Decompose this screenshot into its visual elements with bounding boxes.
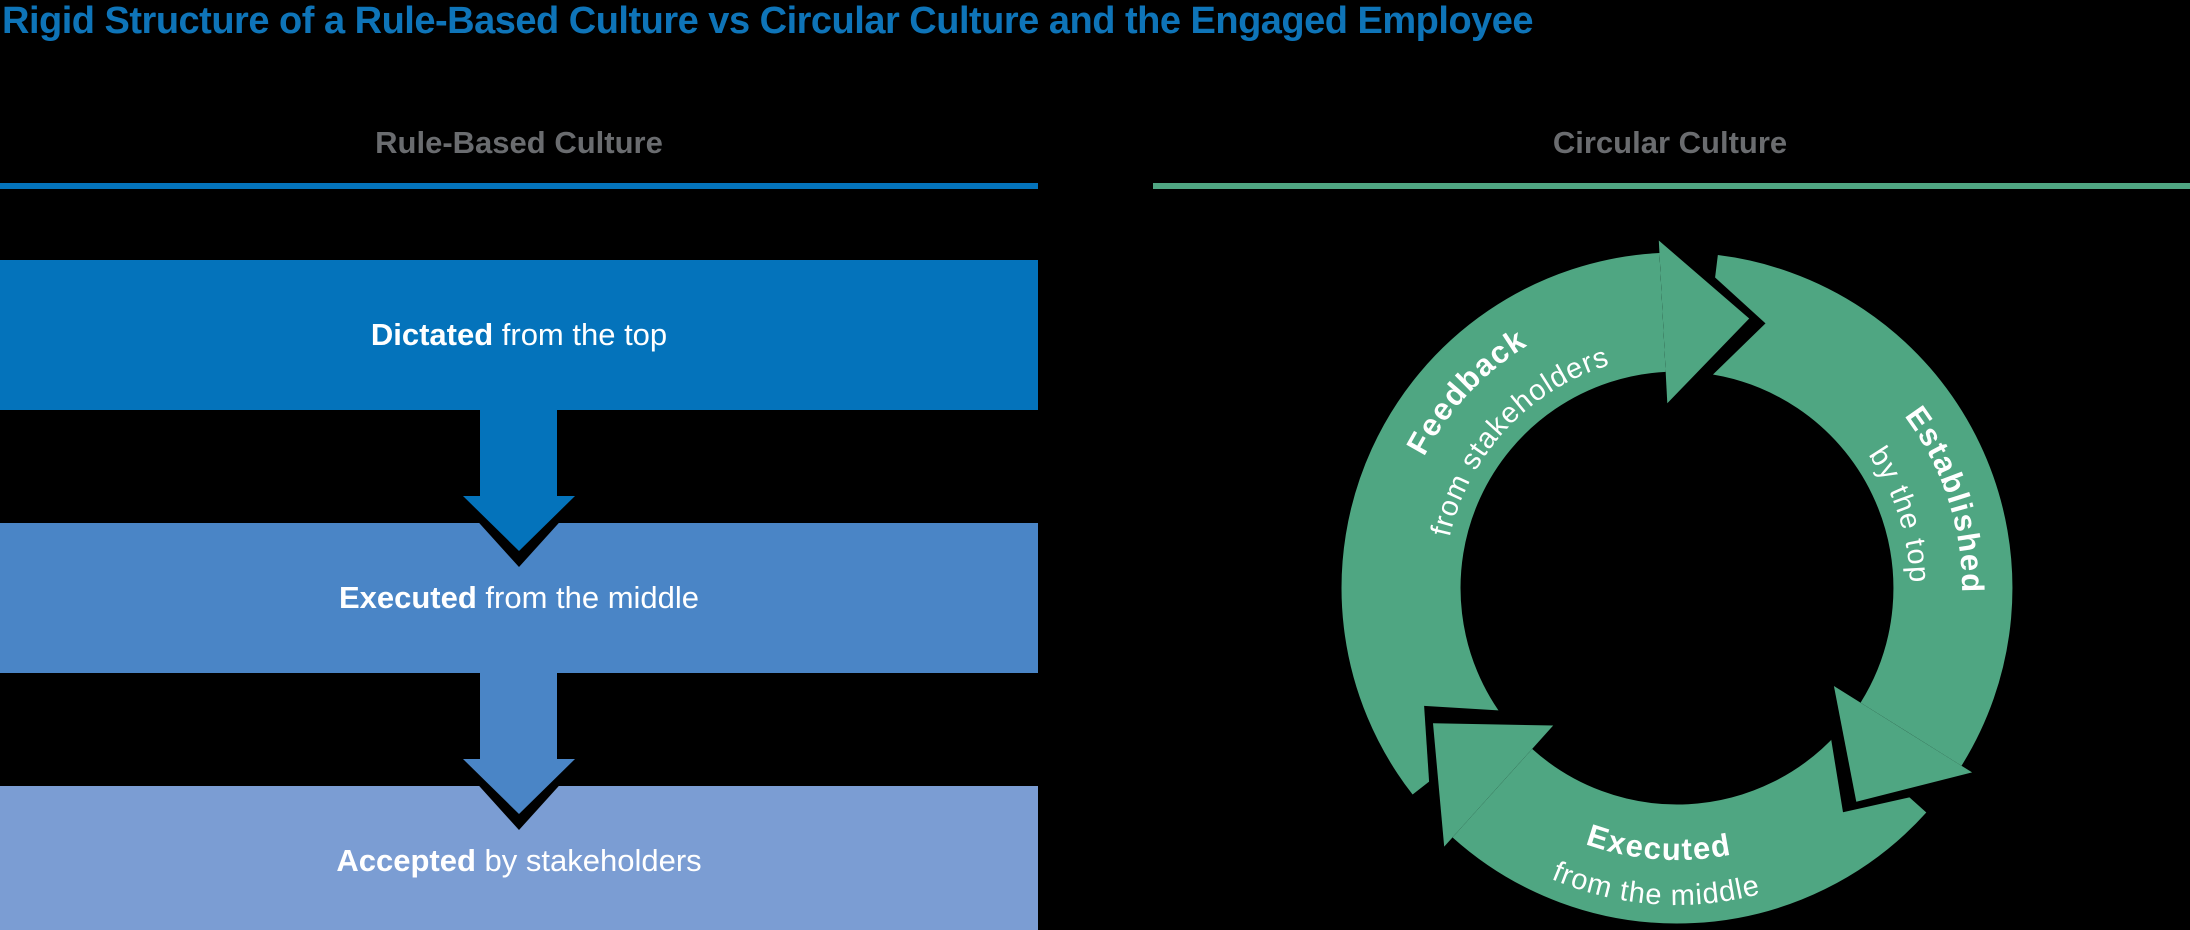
down-arrow-1 [453, 410, 585, 567]
cycle-arc-feedback [1341, 252, 1667, 795]
step-box-dictated: Dictated from the top [0, 260, 1038, 410]
step-accepted-keyword: Accepted [336, 843, 476, 878]
circular-culture-header: Circular Culture [1552, 125, 1788, 160]
step-dictated-keyword: Dictated [370, 317, 494, 352]
down-arrow-2 [453, 673, 585, 830]
step-executed-text: from the middle [476, 580, 700, 615]
step-accepted-text: by stakeholders [475, 843, 702, 878]
flow-arrows [453, 410, 585, 830]
cycle-arc-established [1702, 255, 2013, 766]
cycle-arrowhead-established [1833, 686, 1973, 802]
circular-culture-divider [1153, 183, 2190, 189]
rule-based-header: Rule-Based Culture [375, 125, 663, 160]
cycle-arc-executed [1452, 732, 1927, 924]
cycle-arrowhead-executed [1433, 723, 1554, 847]
circular-culture-ring: Feedback from stakeholders Established b… [1341, 225, 2013, 924]
cycle-arrowhead-feedback [1658, 240, 1750, 404]
page-title: Rigid Structure of a Rule-Based Culture … [2, 0, 1534, 42]
step-dictated-text: from the top [493, 317, 668, 352]
step-executed-keyword: Executed [338, 580, 477, 615]
rule-based-divider [0, 183, 1038, 189]
